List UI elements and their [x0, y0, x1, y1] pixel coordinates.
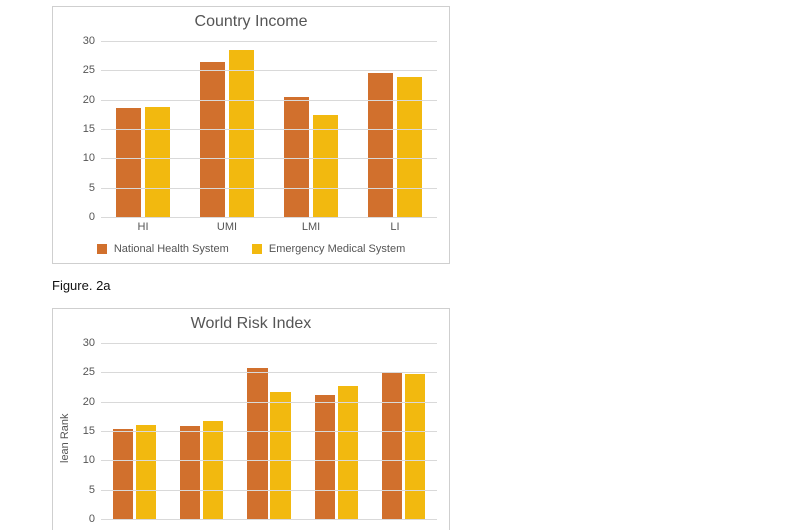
y-tick-label: 10 [83, 152, 95, 164]
y-tick-label: 30 [83, 35, 95, 47]
gridline [101, 460, 437, 461]
gridline [101, 100, 437, 101]
bar [229, 50, 254, 217]
bar [315, 395, 335, 519]
gridline [101, 343, 437, 344]
y-tick-label: 10 [83, 454, 95, 466]
gridline [101, 158, 437, 159]
y-tick-label: 30 [83, 337, 95, 349]
plot-area: 051015202530HIUMILMILI [101, 41, 437, 217]
gridline [101, 519, 437, 520]
chart-legend: National Health System Emergency Medical… [53, 243, 449, 255]
x-tick-label: LMI [302, 221, 320, 233]
chart-title: World Risk Index [53, 315, 449, 333]
y-tick-label: 25 [83, 64, 95, 76]
chart-country-income: Country Income 051015202530HIUMILMILI Na… [52, 6, 450, 264]
gridline [101, 188, 437, 189]
legend-swatch-ems [252, 244, 262, 254]
y-tick-label: 0 [89, 513, 95, 525]
figure-caption: Figure. 2a [52, 278, 111, 293]
chart-world-risk-index: World Risk Index lean Rank 051015202530 [52, 308, 450, 530]
gridline [101, 217, 437, 218]
bar [397, 77, 422, 217]
bar [116, 108, 141, 217]
bar [136, 425, 156, 519]
legend-label-ems: Emergency Medical System [269, 243, 405, 255]
y-tick-label: 20 [83, 94, 95, 106]
chart-title: Country Income [53, 13, 449, 31]
y-tick-label: 5 [89, 182, 95, 194]
gridline [101, 129, 437, 130]
bar [145, 107, 170, 217]
bar [284, 97, 309, 217]
x-tick-label: HI [138, 221, 149, 233]
y-tick-label: 20 [83, 396, 95, 408]
gridline [101, 41, 437, 42]
bar [313, 115, 338, 217]
legend-swatch-nhs [97, 244, 107, 254]
bar [113, 429, 133, 519]
gridline [101, 70, 437, 71]
legend-label-nhs: National Health System [114, 243, 229, 255]
plot-area: 051015202530 [101, 343, 437, 519]
gridline [101, 431, 437, 432]
bar [200, 62, 225, 217]
gridline [101, 372, 437, 373]
legend-item-ems: Emergency Medical System [252, 243, 405, 255]
x-tick-label: UMI [217, 221, 237, 233]
bar [247, 368, 267, 519]
bar [180, 426, 200, 519]
y-tick-label: 15 [83, 123, 95, 135]
y-tick-label: 25 [83, 366, 95, 378]
x-tick-label: LI [390, 221, 399, 233]
page-root: Country Income 051015202530HIUMILMILI Na… [0, 0, 800, 530]
bar [405, 374, 425, 519]
y-axis-title: lean Rank [59, 413, 71, 463]
bar [368, 73, 393, 217]
bar [382, 373, 402, 519]
gridline [101, 402, 437, 403]
y-tick-label: 0 [89, 211, 95, 223]
y-tick-label: 5 [89, 484, 95, 496]
bar [338, 386, 358, 519]
gridline [101, 490, 437, 491]
bar [270, 392, 290, 519]
legend-item-nhs: National Health System [97, 243, 229, 255]
y-tick-label: 15 [83, 425, 95, 437]
bar [203, 421, 223, 519]
